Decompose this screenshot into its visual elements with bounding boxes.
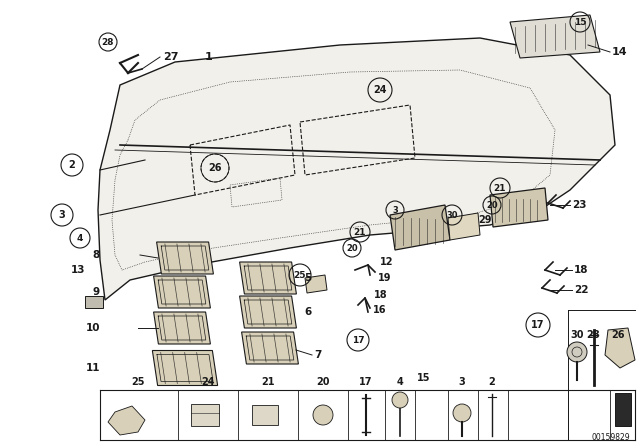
Text: 17: 17	[352, 336, 364, 345]
Polygon shape	[98, 38, 615, 300]
Text: 25: 25	[131, 377, 145, 387]
Text: 19: 19	[378, 273, 392, 283]
Polygon shape	[605, 328, 635, 368]
Text: 25: 25	[294, 271, 307, 280]
Text: 11: 11	[86, 363, 100, 373]
Text: 22: 22	[574, 285, 589, 295]
Text: 28: 28	[102, 38, 115, 47]
Text: 23: 23	[572, 200, 586, 210]
Text: 21: 21	[354, 228, 366, 237]
Polygon shape	[239, 296, 296, 328]
Text: 3: 3	[392, 206, 398, 215]
Polygon shape	[154, 312, 211, 344]
Polygon shape	[152, 350, 218, 385]
Text: 26: 26	[208, 163, 221, 173]
Polygon shape	[154, 276, 211, 308]
Polygon shape	[239, 262, 296, 294]
Circle shape	[313, 405, 333, 425]
Text: 17: 17	[531, 320, 545, 330]
Text: 9: 9	[93, 287, 100, 297]
Text: 20: 20	[316, 377, 330, 387]
Polygon shape	[390, 205, 450, 250]
Text: 18: 18	[574, 265, 589, 275]
Polygon shape	[108, 406, 145, 435]
Text: 14: 14	[612, 47, 628, 57]
Polygon shape	[157, 242, 213, 274]
Text: 30: 30	[446, 211, 458, 220]
Polygon shape	[305, 275, 327, 293]
Text: 13: 13	[70, 265, 85, 275]
Text: 2: 2	[68, 160, 76, 170]
Polygon shape	[448, 213, 480, 240]
Text: 15: 15	[573, 17, 586, 26]
Text: 12: 12	[380, 257, 394, 267]
Polygon shape	[510, 15, 600, 58]
Text: 4: 4	[397, 377, 403, 387]
FancyBboxPatch shape	[252, 405, 278, 425]
FancyBboxPatch shape	[85, 296, 103, 308]
Text: 24: 24	[373, 85, 387, 95]
Text: 20: 20	[486, 201, 498, 210]
Circle shape	[453, 404, 471, 422]
Text: 15: 15	[417, 373, 431, 383]
Text: 10: 10	[86, 323, 100, 333]
Polygon shape	[490, 188, 548, 227]
Text: 21: 21	[493, 184, 506, 193]
Text: 29: 29	[478, 215, 492, 225]
Text: 28: 28	[586, 330, 600, 340]
Text: 30: 30	[570, 330, 584, 340]
Text: 00159829: 00159829	[591, 433, 630, 442]
Text: 7: 7	[314, 350, 321, 360]
FancyBboxPatch shape	[615, 393, 631, 426]
Text: 1: 1	[205, 52, 212, 62]
Text: 3: 3	[459, 377, 465, 387]
Text: 3: 3	[59, 210, 65, 220]
Text: 21: 21	[261, 377, 275, 387]
Circle shape	[392, 392, 408, 408]
Text: 26: 26	[611, 330, 625, 340]
Text: 4: 4	[77, 233, 83, 242]
Text: 2: 2	[488, 377, 495, 387]
Text: 8: 8	[93, 250, 100, 260]
Text: 17: 17	[359, 377, 372, 387]
Circle shape	[567, 342, 587, 362]
Text: 6: 6	[304, 307, 311, 317]
Text: 5: 5	[304, 273, 311, 283]
Text: 18: 18	[374, 290, 388, 300]
Polygon shape	[242, 332, 298, 364]
Text: 20: 20	[346, 244, 358, 253]
Text: 24: 24	[201, 377, 215, 387]
Text: 27: 27	[163, 52, 179, 62]
Text: 16: 16	[373, 305, 387, 315]
FancyBboxPatch shape	[191, 404, 219, 426]
